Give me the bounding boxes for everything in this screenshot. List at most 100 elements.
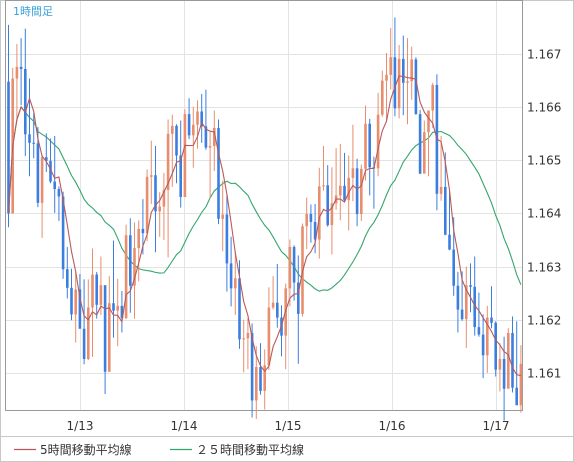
candle-body — [318, 186, 321, 240]
y-tick-label: 1.161 — [527, 367, 561, 381]
candle-body — [7, 81, 10, 214]
candle — [376, 92, 380, 177]
candle-body — [368, 123, 371, 168]
candle — [355, 158, 359, 227]
candle — [410, 46, 413, 100]
candle-body — [360, 168, 363, 214]
candle — [166, 119, 170, 258]
candle-body — [427, 110, 430, 133]
candle-body — [234, 278, 237, 289]
candle-body — [204, 126, 208, 148]
candle — [507, 328, 510, 389]
candle — [498, 343, 502, 392]
candle — [145, 169, 149, 242]
candle-body — [74, 289, 77, 315]
candle-body — [465, 285, 468, 320]
candle-body — [515, 387, 518, 406]
candle-body — [112, 303, 115, 311]
y-axis-tick-labels: 1.161 1.162 1.163 1.164 1.165 1.166 1.167 — [527, 48, 561, 381]
candle-body — [154, 175, 157, 212]
candle — [444, 152, 447, 236]
candle-body — [297, 282, 300, 314]
candle-body — [456, 285, 460, 310]
candle-body — [402, 58, 405, 83]
x-tick-label: 1/17 — [483, 419, 510, 433]
candle — [24, 28, 27, 157]
candle-body — [519, 363, 523, 406]
candle-body — [431, 84, 434, 111]
x-tick-label: 1/14 — [171, 419, 198, 433]
candle — [297, 255, 300, 364]
candle-body — [133, 247, 136, 286]
candle-body — [481, 334, 485, 356]
candle — [154, 146, 157, 253]
candle — [175, 124, 178, 184]
candle — [32, 113, 35, 159]
candle-body — [330, 203, 334, 226]
x-tick-label: 1/13 — [67, 419, 94, 433]
candle-body — [313, 221, 317, 240]
candle — [351, 124, 355, 202]
candle-body — [61, 196, 65, 270]
candle-body — [141, 228, 145, 234]
candle-body — [49, 160, 52, 182]
candle — [129, 218, 132, 313]
candle — [116, 278, 119, 347]
candle — [66, 246, 69, 299]
candle-body — [36, 143, 40, 203]
candle-body — [263, 365, 266, 391]
candle — [418, 109, 422, 175]
candle-body — [477, 327, 481, 335]
candle-body — [347, 177, 350, 201]
candle-body — [486, 317, 489, 356]
period-label: 1時間足 — [13, 5, 53, 18]
candle-body — [343, 185, 346, 201]
candle — [490, 286, 493, 329]
candle — [330, 167, 334, 255]
candle-body — [452, 249, 455, 286]
candle — [511, 316, 514, 393]
candle-body — [221, 214, 224, 219]
candle — [217, 119, 220, 225]
candle-body — [305, 213, 308, 227]
candle-body — [116, 305, 119, 311]
candle — [318, 167, 321, 259]
candle — [456, 271, 460, 333]
candle-body — [103, 285, 107, 372]
candle-body — [288, 246, 292, 289]
candle — [28, 78, 31, 177]
legend-label-ma5: 5時間移動平均線 — [40, 442, 132, 457]
candle — [406, 38, 409, 125]
candle — [519, 345, 523, 413]
candle — [364, 105, 367, 181]
candle — [322, 146, 325, 191]
candle — [439, 135, 443, 201]
y-tick-label: 1.167 — [527, 48, 561, 62]
candle — [381, 70, 384, 117]
candle — [309, 204, 313, 243]
candle — [276, 263, 279, 328]
candle-body — [511, 332, 514, 388]
y-tick-label: 1.162 — [527, 314, 561, 328]
candle — [305, 197, 308, 250]
candle — [53, 135, 56, 213]
candle — [339, 143, 342, 221]
candle — [494, 321, 497, 377]
candle — [221, 180, 224, 252]
candle-body — [82, 328, 86, 360]
candle-body — [66, 269, 69, 288]
candle — [183, 109, 187, 198]
candle — [162, 173, 166, 241]
candle — [313, 203, 317, 254]
candle-body — [250, 332, 254, 401]
candle — [7, 24, 10, 228]
candle-body — [364, 123, 367, 169]
candle-body — [339, 185, 342, 196]
candle-body — [322, 185, 325, 187]
candle-body — [376, 114, 380, 169]
candle-body — [137, 228, 140, 248]
candle — [19, 38, 23, 106]
